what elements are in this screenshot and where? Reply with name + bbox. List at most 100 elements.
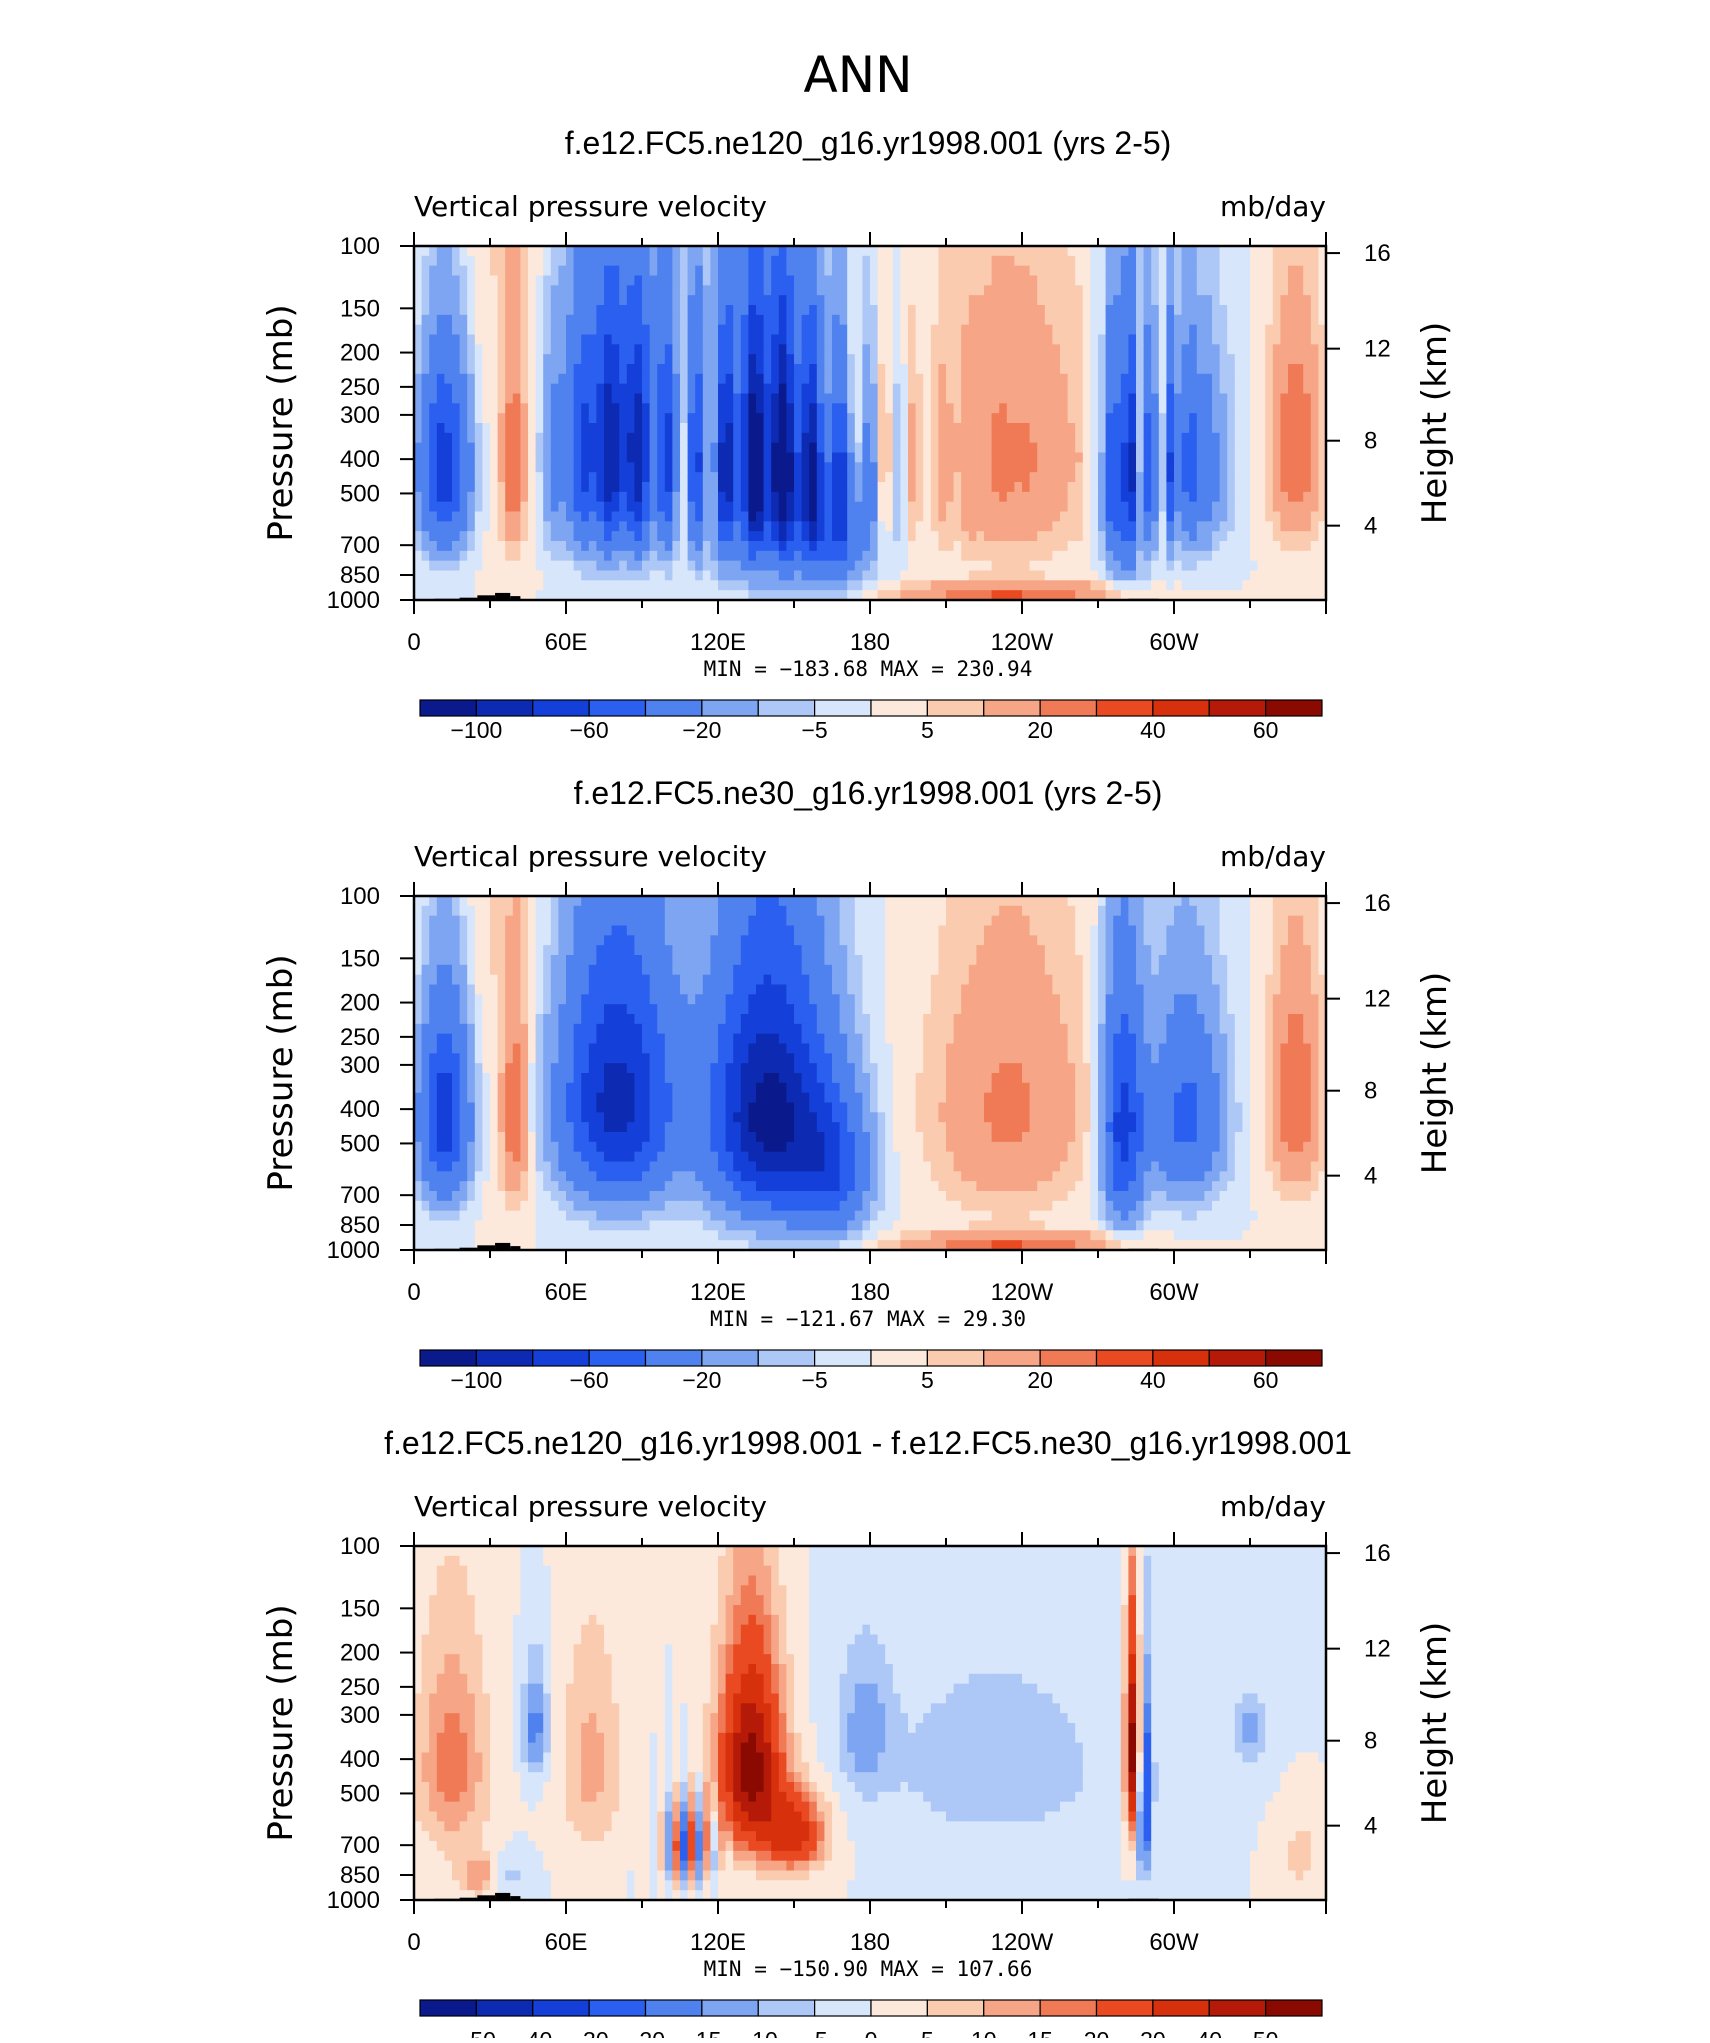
heatmap-cell — [938, 541, 946, 551]
heatmap-cell — [870, 413, 878, 423]
heatmap-cell — [779, 906, 787, 916]
heatmap-cell — [923, 580, 931, 590]
heatmap-cell — [1045, 906, 1053, 916]
heatmap-cell — [718, 916, 726, 926]
heatmap-cell — [733, 295, 741, 305]
heatmap-cell — [574, 315, 582, 325]
heatmap-cell — [513, 580, 521, 590]
heatmap-cell — [726, 413, 734, 423]
heatmap-cell — [916, 285, 924, 295]
heatmap-cell — [969, 403, 977, 413]
heatmap-cell — [984, 276, 992, 286]
heatmap-cell — [1075, 906, 1083, 916]
heatmap-cell — [558, 403, 566, 413]
heatmap-cell — [505, 512, 513, 522]
heatmap-cell — [862, 374, 870, 384]
heatmap-cell — [1227, 384, 1235, 394]
heatmap-cell — [931, 335, 939, 345]
heatmap-cell — [1037, 403, 1045, 413]
heatmap-cell — [703, 423, 711, 433]
heatmap-cell — [444, 502, 452, 512]
heatmap-cell — [1174, 482, 1182, 492]
heatmap-cell — [680, 364, 688, 374]
heatmap-cell — [1258, 521, 1266, 531]
heatmap-cell — [779, 295, 787, 305]
heatmap-cell — [558, 453, 566, 463]
heatmap-cell — [969, 502, 977, 512]
heatmap-cell — [992, 315, 1000, 325]
heatmap-cell — [581, 906, 589, 916]
heatmap-cell — [741, 285, 749, 295]
heatmap-cell — [543, 246, 551, 256]
heatmap-cell — [460, 266, 468, 276]
heatmap-cell — [718, 482, 726, 492]
heatmap-cell — [467, 335, 475, 345]
heatmap-cell — [900, 374, 908, 384]
heatmap-cell — [1144, 384, 1152, 394]
heatmap-cell — [938, 423, 946, 433]
heatmap-cell — [1258, 916, 1266, 926]
heatmap-cell — [589, 926, 597, 936]
heatmap-cell — [1197, 433, 1205, 443]
heatmap-cell — [490, 374, 498, 384]
heatmap-cell — [657, 935, 665, 945]
heatmap-cell — [809, 916, 817, 926]
heatmap-cell — [976, 276, 984, 286]
heatmap-cell — [437, 472, 445, 482]
heatmap-cell — [992, 433, 1000, 443]
heatmap-cell — [1128, 521, 1136, 531]
heatmap-cell — [1303, 285, 1311, 295]
heatmap-cell — [703, 906, 711, 916]
heatmap-cell — [467, 561, 475, 571]
heatmap-cell — [1296, 256, 1304, 266]
heatmap-cell — [444, 443, 452, 453]
heatmap-cell — [612, 423, 620, 433]
heatmap-cell — [893, 453, 901, 463]
heatmap-cell — [885, 295, 893, 305]
heatmap-cell — [969, 266, 977, 276]
heatmap-cell — [1265, 926, 1273, 936]
heatmap-cell — [612, 394, 620, 404]
heatmap-cell — [1273, 502, 1281, 512]
heatmap-cell — [1022, 305, 1030, 315]
heatmap-cell — [574, 423, 582, 433]
heatmap-cell — [832, 384, 840, 394]
heatmap-cell — [748, 266, 756, 276]
heatmap-cell — [642, 443, 650, 453]
heatmap-cell — [1166, 315, 1174, 325]
heatmap-cell — [1098, 443, 1106, 453]
heatmap-cell — [1311, 492, 1319, 502]
heatmap-cell — [558, 926, 566, 936]
heatmap-cell — [1265, 285, 1273, 295]
heatmap-cell — [764, 354, 772, 364]
heatmap-cell — [422, 482, 430, 492]
heatmap-cell — [1189, 482, 1197, 492]
heatmap-cell — [764, 384, 772, 394]
heatmap-cell — [520, 531, 528, 541]
heatmap-cell — [695, 571, 703, 581]
heatmap-cell — [802, 305, 810, 315]
heatmap-cell — [1280, 521, 1288, 531]
heatmap-cell — [1144, 492, 1152, 502]
heatmap-cell — [1273, 246, 1281, 256]
heatmap-cell — [893, 906, 901, 916]
heatmap-cell — [589, 482, 597, 492]
heatmap-cell — [908, 364, 916, 374]
heatmap-cell — [1265, 374, 1273, 384]
heatmap-cell — [847, 512, 855, 522]
heatmap-cell — [437, 482, 445, 492]
heatmap-cell — [1144, 413, 1152, 423]
heatmap-cell — [1303, 295, 1311, 305]
heatmap-cell — [794, 492, 802, 502]
heatmap-cell — [627, 246, 635, 256]
heatmap-cell — [802, 354, 810, 364]
colorbar-label: −20 — [682, 717, 721, 743]
heatmap-cell — [1014, 482, 1022, 492]
heatmap-cell — [832, 896, 840, 906]
heatmap-cell — [1288, 433, 1296, 443]
heatmap-cell — [1174, 364, 1182, 374]
heatmap-cell — [741, 541, 749, 551]
heatmap-cell — [1022, 926, 1030, 936]
heatmap-cell — [878, 246, 886, 256]
heatmap-cell — [1182, 492, 1190, 502]
